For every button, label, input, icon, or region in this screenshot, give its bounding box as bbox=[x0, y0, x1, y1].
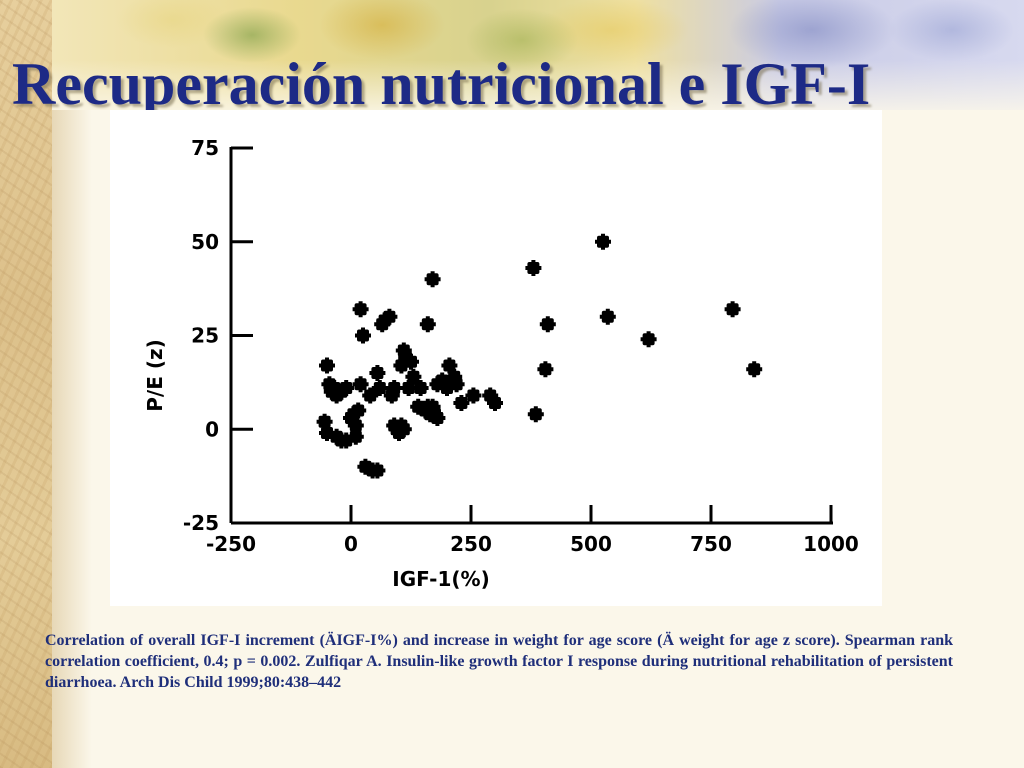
data-point-vbar bbox=[601, 233, 605, 250]
data-point-vbar bbox=[375, 462, 380, 479]
data-point-vbar bbox=[447, 357, 452, 374]
chart-points bbox=[316, 233, 763, 479]
y-tick-label: 75 bbox=[191, 136, 219, 160]
data-point-vbar bbox=[605, 308, 610, 325]
chart-axes bbox=[229, 147, 833, 525]
data-point-vbar bbox=[368, 387, 373, 404]
data-point-vbar bbox=[493, 395, 497, 411]
data-point-vbar bbox=[425, 316, 430, 333]
data-point-vbar bbox=[445, 380, 449, 396]
data-point-vbar bbox=[363, 458, 368, 475]
data-point-vbar bbox=[353, 428, 358, 445]
data-point-vbar bbox=[375, 365, 380, 381]
x-tick-label: 250 bbox=[450, 532, 492, 556]
data-point-vbar bbox=[545, 316, 550, 333]
banner-fade bbox=[52, 60, 1024, 110]
data-point-vbar bbox=[344, 380, 349, 396]
data-point-vbar bbox=[409, 353, 413, 370]
data-point-vbar bbox=[356, 402, 361, 419]
data-point-vbar bbox=[730, 301, 735, 318]
parchment-texture-band bbox=[0, 0, 52, 768]
figure-caption: Correlation of overall IGF-I increment (… bbox=[45, 632, 953, 691]
data-point-vbar bbox=[325, 425, 329, 441]
data-point-vbar bbox=[361, 327, 365, 344]
data-point-vbar bbox=[399, 357, 404, 374]
data-point-vbar bbox=[459, 395, 464, 411]
data-point-vbar bbox=[358, 376, 363, 393]
scatter-chart-panel: -25 0 25 50 75 -250 0 250 500 750 1000 IGF-1(%) P/… bbox=[110, 110, 882, 606]
data-point-vbar bbox=[488, 387, 493, 404]
x-tick-label: 0 bbox=[344, 532, 358, 556]
data-point-vbar bbox=[543, 361, 548, 378]
data-point-vbar bbox=[646, 331, 651, 348]
data-point-vbar bbox=[411, 368, 416, 385]
x-tick-label: 750 bbox=[690, 532, 732, 556]
data-point-vbar bbox=[377, 380, 382, 396]
x-axis-title: IGF-1(%) bbox=[392, 567, 489, 591]
data-point-vbar bbox=[454, 376, 459, 393]
data-point-vbar bbox=[353, 417, 358, 434]
y-tick-label: -25 bbox=[183, 511, 219, 535]
parchment-fade bbox=[52, 0, 92, 768]
data-point-vbar bbox=[430, 271, 435, 288]
slide-title: Recuperación nutricional e IGF-I bbox=[12, 51, 871, 117]
data-point-vbar bbox=[401, 342, 406, 359]
data-point-vbar bbox=[452, 368, 457, 385]
data-point-vbar bbox=[752, 361, 757, 378]
data-point-vbar bbox=[418, 380, 423, 396]
x-tick-label: 1000 bbox=[803, 532, 859, 556]
data-point-vbar bbox=[440, 372, 445, 389]
data-point-vbar bbox=[332, 380, 337, 396]
y-tick-label: 50 bbox=[191, 230, 219, 254]
y-axis-title: P/E (z) bbox=[143, 339, 167, 412]
data-point-vbar bbox=[533, 406, 538, 423]
y-tick-label: 0 bbox=[205, 417, 219, 441]
data-point-vbar bbox=[344, 432, 349, 449]
data-point-vbar bbox=[387, 308, 392, 325]
x-tick-label: -250 bbox=[206, 532, 256, 556]
data-point-vbar bbox=[416, 398, 421, 415]
y-tick-label: 25 bbox=[191, 324, 219, 348]
data-point-vbar bbox=[392, 380, 397, 396]
data-point-vbar bbox=[322, 413, 327, 430]
data-point-vbar bbox=[389, 387, 394, 404]
data-point-vbar bbox=[435, 410, 440, 426]
data-point-vbar bbox=[358, 301, 363, 318]
data-point-vbar bbox=[430, 398, 435, 415]
data-point-vbar bbox=[471, 387, 476, 404]
data-point-vbar bbox=[406, 380, 411, 396]
data-point-vbar bbox=[325, 357, 329, 374]
data-point-vbar bbox=[531, 260, 536, 276]
data-point-vbar bbox=[401, 421, 406, 438]
x-tick-label: 500 bbox=[570, 532, 612, 556]
